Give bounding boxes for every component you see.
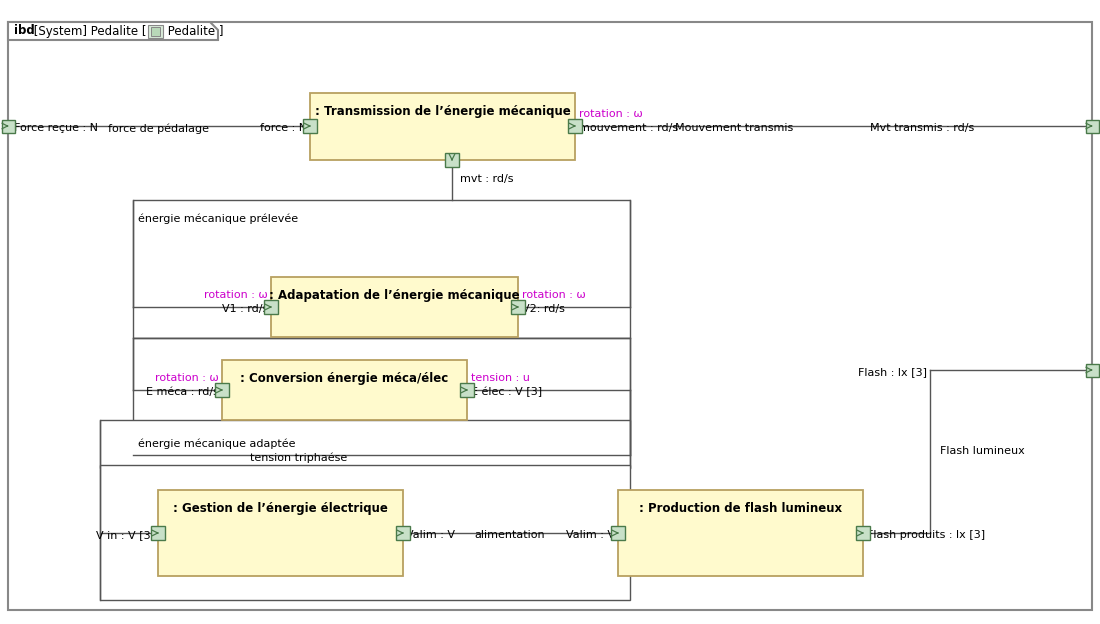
- FancyBboxPatch shape: [151, 526, 165, 540]
- Text: rotation : ω: rotation : ω: [155, 373, 219, 383]
- Text: énergie mécanique adaptée: énergie mécanique adaptée: [138, 439, 296, 449]
- Text: : Gestion de l’énergie électrique: : Gestion de l’énergie électrique: [173, 502, 388, 515]
- Text: [System] Pedalite [: [System] Pedalite [: [30, 24, 146, 37]
- Text: E élec : V [3]: E élec : V [3]: [471, 387, 542, 397]
- FancyBboxPatch shape: [610, 526, 625, 540]
- Text: alimentation: alimentation: [475, 530, 546, 540]
- FancyBboxPatch shape: [1, 120, 14, 132]
- Text: V1 : rd/s: V1 : rd/s: [222, 304, 268, 314]
- Text: Valim : V: Valim : V: [406, 530, 455, 540]
- Text: Mouvement transmis: Mouvement transmis: [675, 123, 793, 133]
- FancyBboxPatch shape: [158, 490, 403, 576]
- Text: tension : u: tension : u: [471, 373, 530, 383]
- Text: Flash : lx [3]: Flash : lx [3]: [858, 367, 927, 377]
- Text: : Production de flash lumineux: : Production de flash lumineux: [639, 502, 843, 515]
- Text: Valim : V: Valim : V: [566, 530, 615, 540]
- FancyBboxPatch shape: [222, 360, 468, 420]
- Text: ibd: ibd: [14, 24, 35, 37]
- Text: rotation : ω: rotation : ω: [522, 290, 585, 300]
- FancyBboxPatch shape: [512, 300, 525, 314]
- Text: mouvement : rd/s: mouvement : rd/s: [579, 123, 678, 133]
- Text: Mvt transmis : rd/s: Mvt transmis : rd/s: [870, 123, 975, 133]
- Text: mvt : rd/s: mvt : rd/s: [460, 174, 514, 184]
- FancyBboxPatch shape: [100, 420, 630, 468]
- Text: énergie mécanique prélevée: énergie mécanique prélevée: [138, 214, 298, 225]
- Text: Flash produits : lx [3]: Flash produits : lx [3]: [867, 530, 986, 540]
- Text: force : N: force : N: [260, 123, 307, 133]
- Text: V2: rd/s: V2: rd/s: [522, 304, 565, 314]
- FancyBboxPatch shape: [310, 93, 575, 160]
- FancyBboxPatch shape: [133, 200, 630, 338]
- Text: Pedalite ]: Pedalite ]: [164, 24, 223, 37]
- Text: Flash lumineux: Flash lumineux: [940, 446, 1025, 456]
- FancyBboxPatch shape: [214, 383, 229, 397]
- Text: force de pédalage: force de pédalage: [108, 123, 209, 134]
- FancyBboxPatch shape: [1086, 364, 1099, 376]
- FancyBboxPatch shape: [100, 465, 630, 600]
- FancyBboxPatch shape: [568, 119, 582, 133]
- FancyBboxPatch shape: [446, 153, 459, 167]
- Text: : Conversion énergie méca/élec: : Conversion énergie méca/élec: [241, 372, 449, 385]
- FancyBboxPatch shape: [1086, 120, 1099, 132]
- FancyBboxPatch shape: [856, 526, 870, 540]
- FancyBboxPatch shape: [396, 526, 410, 540]
- FancyBboxPatch shape: [302, 119, 317, 133]
- Text: tension triphaése: tension triphaése: [250, 452, 348, 463]
- FancyBboxPatch shape: [618, 490, 864, 576]
- Text: : Transmission de l’énergie mécanique: : Transmission de l’énergie mécanique: [315, 105, 571, 118]
- Text: rotation : ω: rotation : ω: [205, 290, 268, 300]
- FancyBboxPatch shape: [8, 22, 1092, 610]
- Text: rotation : ω: rotation : ω: [579, 109, 642, 119]
- Polygon shape: [8, 22, 218, 40]
- Text: E méca : rd/s: E méca : rd/s: [146, 387, 219, 397]
- FancyBboxPatch shape: [151, 27, 160, 36]
- Text: V in : V [3]: V in : V [3]: [96, 530, 155, 540]
- FancyBboxPatch shape: [148, 25, 163, 38]
- FancyBboxPatch shape: [133, 338, 630, 455]
- Text: Force reçue : N: Force reçue : N: [14, 123, 98, 133]
- Text: : Adapatation de l’énergie mécanique: : Adapatation de l’énergie mécanique: [270, 289, 520, 302]
- FancyBboxPatch shape: [460, 383, 474, 397]
- FancyBboxPatch shape: [264, 300, 278, 314]
- FancyBboxPatch shape: [271, 277, 518, 337]
